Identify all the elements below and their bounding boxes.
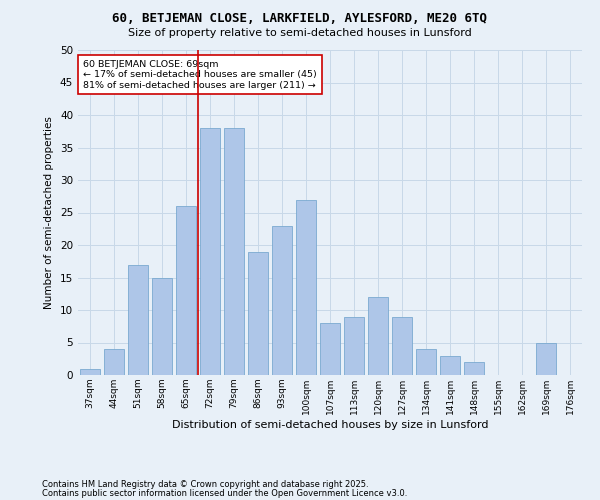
Bar [128, 264, 148, 375]
Bar [464, 362, 484, 375]
Bar [368, 297, 388, 375]
Bar [224, 128, 244, 375]
Bar [536, 342, 556, 375]
Bar [152, 278, 172, 375]
Text: 60 BETJEMAN CLOSE: 69sqm
← 17% of semi-detached houses are smaller (45)
81% of s: 60 BETJEMAN CLOSE: 69sqm ← 17% of semi-d… [83, 60, 317, 90]
Bar [416, 349, 436, 375]
Bar [320, 323, 340, 375]
Bar [440, 356, 460, 375]
Text: Size of property relative to semi-detached houses in Lunsford: Size of property relative to semi-detach… [128, 28, 472, 38]
Y-axis label: Number of semi-detached properties: Number of semi-detached properties [44, 116, 55, 309]
Bar [104, 349, 124, 375]
Bar [344, 316, 364, 375]
Bar [80, 368, 100, 375]
Bar [272, 226, 292, 375]
Bar [248, 252, 268, 375]
Bar [200, 128, 220, 375]
Text: Contains HM Land Registry data © Crown copyright and database right 2025.: Contains HM Land Registry data © Crown c… [42, 480, 368, 489]
X-axis label: Distribution of semi-detached houses by size in Lunsford: Distribution of semi-detached houses by … [172, 420, 488, 430]
Text: Contains public sector information licensed under the Open Government Licence v3: Contains public sector information licen… [42, 489, 407, 498]
Bar [392, 316, 412, 375]
Bar [296, 200, 316, 375]
Text: 60, BETJEMAN CLOSE, LARKFIELD, AYLESFORD, ME20 6TQ: 60, BETJEMAN CLOSE, LARKFIELD, AYLESFORD… [113, 12, 487, 26]
Bar [176, 206, 196, 375]
